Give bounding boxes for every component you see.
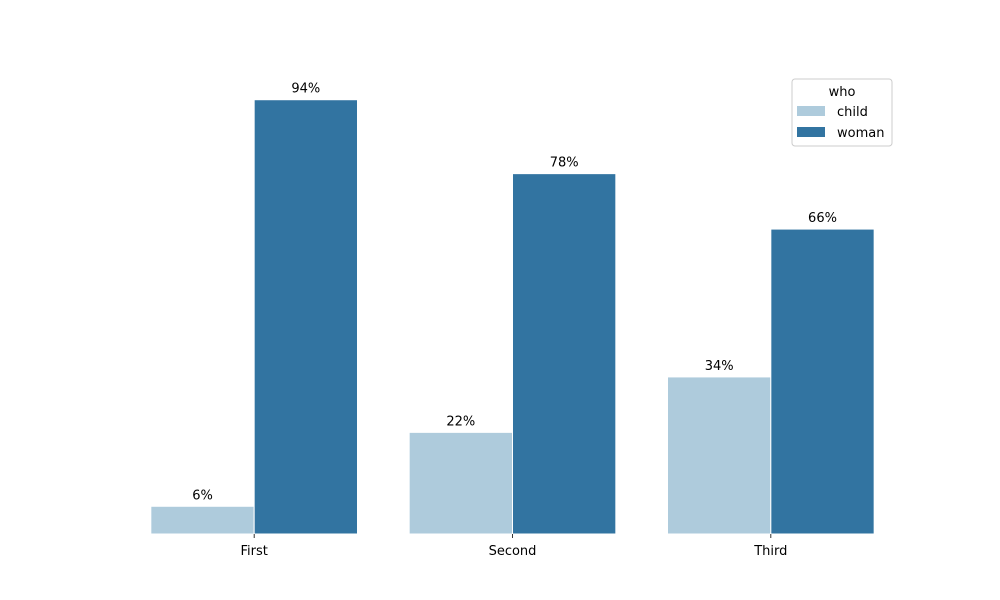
- data-label-child-third: 34%: [705, 359, 734, 374]
- x-tick-label-second: Second: [489, 544, 537, 559]
- bar-child-first: [150, 505, 255, 535]
- x-axis-ticks: First Second Third: [240, 534, 787, 559]
- bar-child-second: [408, 431, 514, 535]
- data-label-child-first: 6%: [192, 488, 213, 503]
- data-label-woman-second: 78%: [550, 156, 579, 171]
- legend-label-woman: woman: [837, 126, 884, 141]
- bar-woman-third: [770, 228, 875, 535]
- bar-child-third: [667, 376, 772, 535]
- legend-title: who: [829, 85, 856, 100]
- legend: who child woman: [791, 78, 893, 147]
- bar-woman-first: [253, 99, 358, 535]
- x-tick-label-third: Third: [753, 544, 787, 559]
- data-label-woman-first: 94%: [291, 82, 320, 97]
- x-tick-label-first: First: [240, 544, 267, 559]
- data-label-woman-third: 66%: [808, 211, 837, 226]
- legend-swatch-child: [797, 106, 825, 116]
- data-label-child-second: 22%: [446, 414, 475, 429]
- bars-group: [150, 99, 875, 535]
- legend-label-child: child: [837, 105, 868, 120]
- data-labels-group: 6% 94% 22% 78% 34% 66%: [192, 82, 837, 504]
- bar-woman-second: [512, 173, 617, 535]
- legend-swatch-woman: [797, 127, 825, 137]
